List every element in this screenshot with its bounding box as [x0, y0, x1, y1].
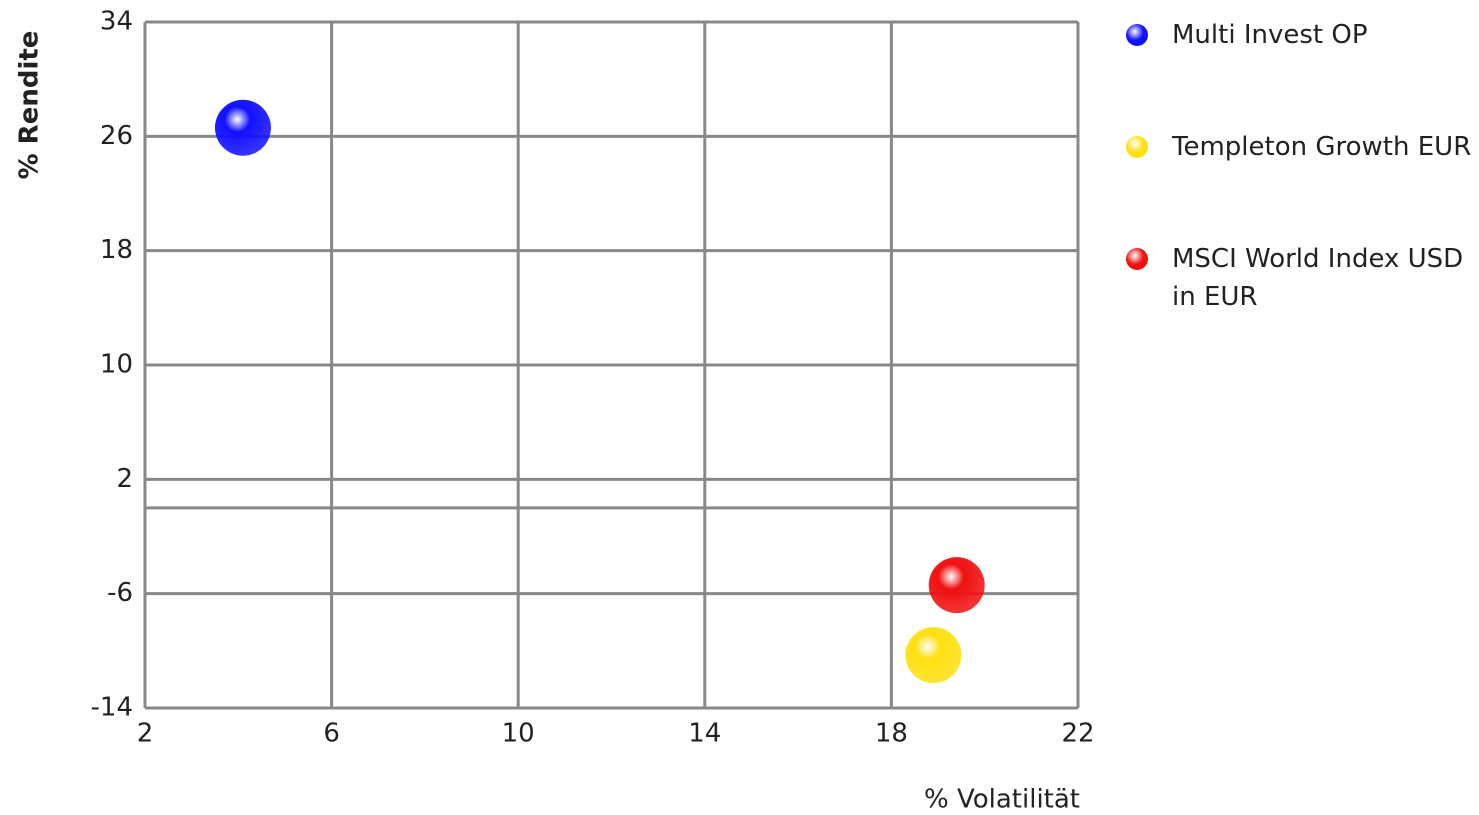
- legend: Multi Invest OP Templeton Growth EUR MSCI …: [1124, 16, 1476, 352]
- x-tick-label: 18: [875, 719, 908, 749]
- legend-label: Templeton Growth EUR: [1172, 132, 1472, 162]
- y-tick-label: -14: [91, 693, 133, 723]
- legend-label: MSCI World Index USD in EUR: [1172, 244, 1464, 312]
- point: [214, 99, 271, 156]
- x-tick-label: 2: [137, 719, 154, 749]
- legend-item: Templeton Growth EUR: [1124, 128, 1476, 240]
- x-axis-label: % Volatilität: [924, 785, 1080, 815]
- y-tick-label: -6: [107, 578, 133, 608]
- legend-marker: [1126, 136, 1148, 158]
- point: [928, 557, 985, 614]
- y-tick-label: 26: [100, 121, 133, 151]
- x-tick-label: 14: [688, 719, 721, 749]
- legend-label: Multi Invest OP: [1172, 20, 1368, 50]
- point: [905, 627, 962, 684]
- x-tick-label: 6: [323, 719, 340, 749]
- legend-marker: [1126, 24, 1148, 46]
- x-tick-label: 10: [502, 719, 535, 749]
- legend-marker: [1126, 248, 1148, 270]
- x-tick-label: 22: [1061, 719, 1094, 749]
- y-tick-label: 34: [100, 7, 133, 37]
- y-tick-label: 10: [100, 350, 133, 380]
- y-axis-label: % Rendite: [15, 31, 45, 180]
- y-tick-label: 2: [116, 464, 133, 494]
- y-tick-label: 18: [100, 235, 133, 265]
- legend-item: MSCI World Index USD in EUR: [1124, 240, 1476, 352]
- legend-item: Multi Invest OP: [1124, 16, 1476, 128]
